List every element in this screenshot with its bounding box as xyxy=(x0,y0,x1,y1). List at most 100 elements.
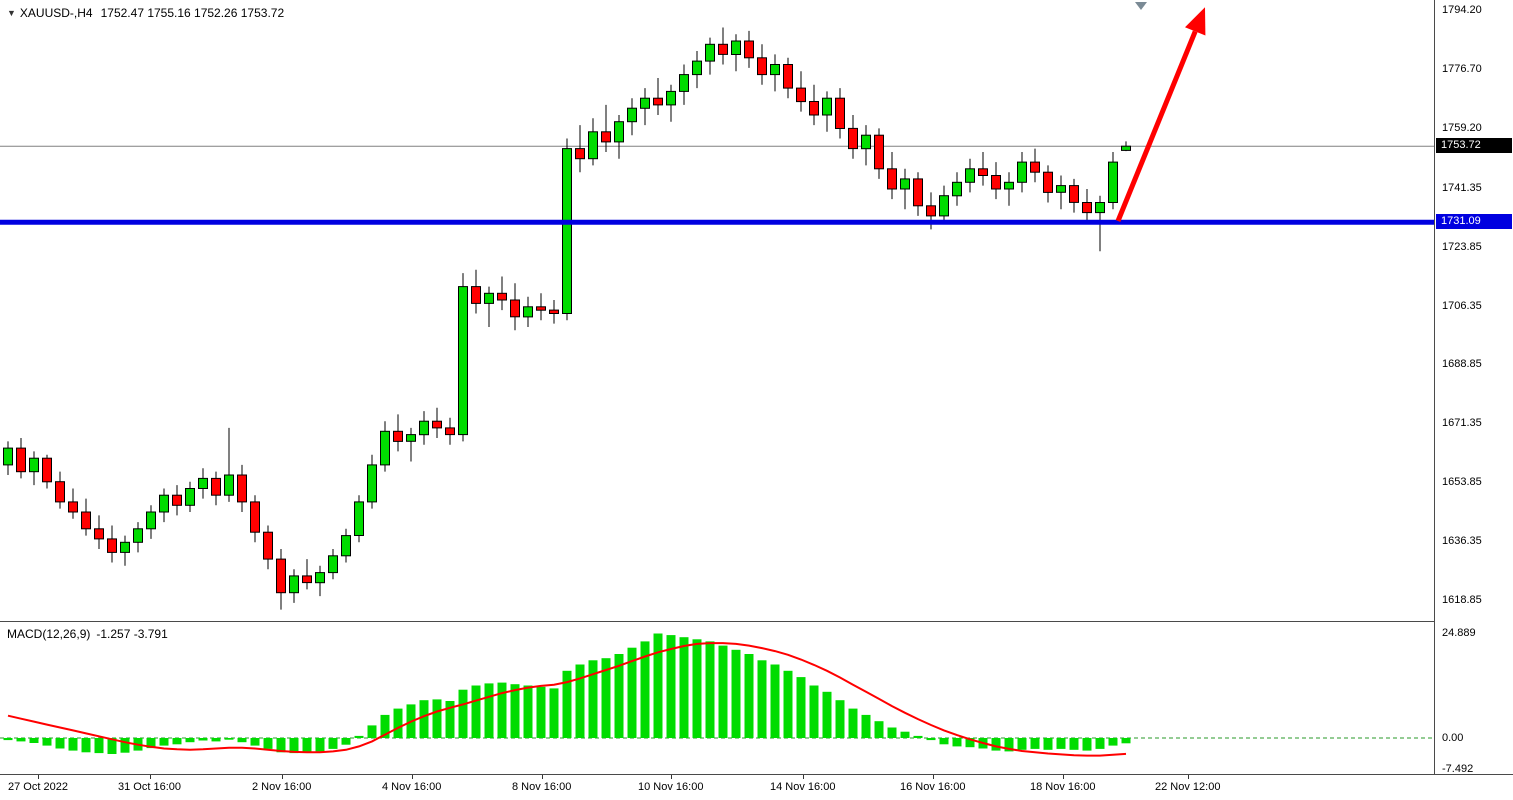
candle-body xyxy=(1017,161,1027,183)
hline-price-tag: 1731.09 xyxy=(1436,214,1512,229)
macd-histogram-bar xyxy=(952,738,962,747)
candle-body xyxy=(29,457,39,473)
candle-body xyxy=(991,175,1001,190)
candle-body xyxy=(1043,171,1053,193)
price-chart-canvas[interactable] xyxy=(0,0,1434,622)
candle-body xyxy=(562,148,572,314)
candle-body xyxy=(1056,185,1066,193)
time-axis-label: 18 Nov 16:00 xyxy=(1030,781,1096,793)
candle-body xyxy=(1030,161,1040,173)
candle-body xyxy=(263,531,273,560)
macd-histogram-bar xyxy=(666,635,676,738)
candle-body xyxy=(536,306,546,311)
candle-body xyxy=(1095,202,1105,214)
macd-histogram-bar xyxy=(42,738,52,746)
time-axis-label: 4 Nov 16:00 xyxy=(382,781,442,793)
candle-body xyxy=(341,535,351,557)
macd-histogram-bar xyxy=(419,700,429,738)
current-price-tag: 1753.72 xyxy=(1436,138,1512,153)
macd-histogram-bar xyxy=(107,738,117,754)
macd-histogram-bar xyxy=(887,727,897,738)
macd-histogram-bar xyxy=(159,738,169,746)
candle-body xyxy=(471,286,481,304)
candle-body xyxy=(107,538,117,553)
macd-histogram-bar xyxy=(1082,738,1092,751)
time-axis-tick xyxy=(1063,775,1064,779)
candle-body xyxy=(1082,202,1092,214)
macd-histogram-bar xyxy=(627,647,637,738)
macd-histogram-bar xyxy=(575,664,585,738)
macd-histogram-bar xyxy=(965,738,975,748)
collapse-chevron-icon[interactable]: ▼ xyxy=(7,8,16,18)
price-axis-label: 1759.20 xyxy=(1442,122,1482,134)
macd-histogram-bar xyxy=(1108,738,1118,746)
panel-splitter[interactable] xyxy=(0,621,1513,622)
macd-histogram-bar xyxy=(874,721,884,738)
candle-body xyxy=(770,64,780,76)
chart-shift-marker-icon[interactable] xyxy=(1135,2,1147,10)
candle-body xyxy=(146,511,156,530)
candle-body xyxy=(705,43,715,62)
candle-body xyxy=(120,541,130,553)
macd-histogram-bar xyxy=(94,738,104,754)
macd-histogram-bar xyxy=(822,691,832,738)
candle-body xyxy=(380,430,390,466)
candle-body xyxy=(588,131,598,160)
macd-histogram-bar xyxy=(588,660,598,738)
price-axis-label: 1723.85 xyxy=(1442,241,1482,253)
candle-body xyxy=(718,43,728,55)
macd-histogram-bar xyxy=(484,683,494,738)
macd-histogram-bar xyxy=(523,685,533,738)
macd-histogram-bar xyxy=(328,738,338,749)
macd-histogram-bar xyxy=(900,731,910,738)
time-axis-label: 16 Nov 16:00 xyxy=(900,781,966,793)
macd-histogram-bar xyxy=(172,738,182,745)
macd-histogram-bar xyxy=(55,738,65,749)
macd-histogram-bar xyxy=(549,688,559,738)
price-axis-label: 1741.35 xyxy=(1442,182,1482,194)
price-axis-label: 1636.35 xyxy=(1442,535,1482,547)
time-axis[interactable]: 27 Oct 2022 31 Oct 16:00 2 Nov 16:00 4 Nov … xyxy=(0,774,1513,800)
macd-histogram-bar xyxy=(185,738,195,743)
trend-arrow-head[interactable] xyxy=(1185,7,1206,36)
time-axis-label: 14 Nov 16:00 xyxy=(770,781,836,793)
macd-histogram-bar xyxy=(315,738,325,752)
macd-axis-label: -7.492 xyxy=(1442,763,1474,775)
macd-indicator-header: MACD(12,26,9) -1.257 -3.791 xyxy=(7,627,168,641)
price-axis-label: 1688.85 xyxy=(1442,358,1482,370)
ohlc-values: 1752.47 1755.16 1752.26 1753.72 xyxy=(100,6,285,20)
macd-histogram-bar xyxy=(939,738,949,745)
price-axis-label: 1671.35 xyxy=(1442,417,1482,429)
price-axis-label: 1794.20 xyxy=(1442,4,1482,16)
candle-body xyxy=(185,488,195,506)
time-axis-label: 27 Oct 2022 xyxy=(8,781,68,793)
price-axis[interactable]: 1753.72 1731.09 1794.20 1776.70 1759.20 174… xyxy=(1434,0,1513,775)
macd-histogram-bar xyxy=(497,682,507,738)
macd-histogram-bar xyxy=(68,738,78,751)
candle-body xyxy=(250,501,260,533)
macd-panel-canvas[interactable] xyxy=(0,622,1434,774)
candle-body xyxy=(627,107,637,123)
candle-body xyxy=(94,528,104,540)
candle-body xyxy=(393,430,403,442)
candle-body xyxy=(874,134,884,170)
macd-histogram-bar xyxy=(211,738,221,742)
macd-histogram-bar xyxy=(835,700,845,738)
candle-body xyxy=(913,178,923,207)
candle-body xyxy=(978,168,988,177)
candle-body xyxy=(419,420,429,436)
trend-arrow-shaft[interactable] xyxy=(1115,30,1198,222)
macd-histogram-bar xyxy=(263,738,273,749)
macd-histogram-bar xyxy=(341,738,351,745)
time-axis-tick xyxy=(282,775,283,779)
macd-histogram-bar xyxy=(913,735,923,738)
candle-body xyxy=(744,40,754,59)
time-axis-label: 22 Nov 12:00 xyxy=(1155,781,1221,793)
macd-histogram-bar xyxy=(1095,738,1105,749)
candle-body xyxy=(965,168,975,183)
macd-histogram-bar xyxy=(354,735,364,738)
macd-histogram-bar xyxy=(1017,738,1027,750)
macd-signal-line xyxy=(7,642,1127,757)
macd-histogram-bar xyxy=(380,714,390,738)
